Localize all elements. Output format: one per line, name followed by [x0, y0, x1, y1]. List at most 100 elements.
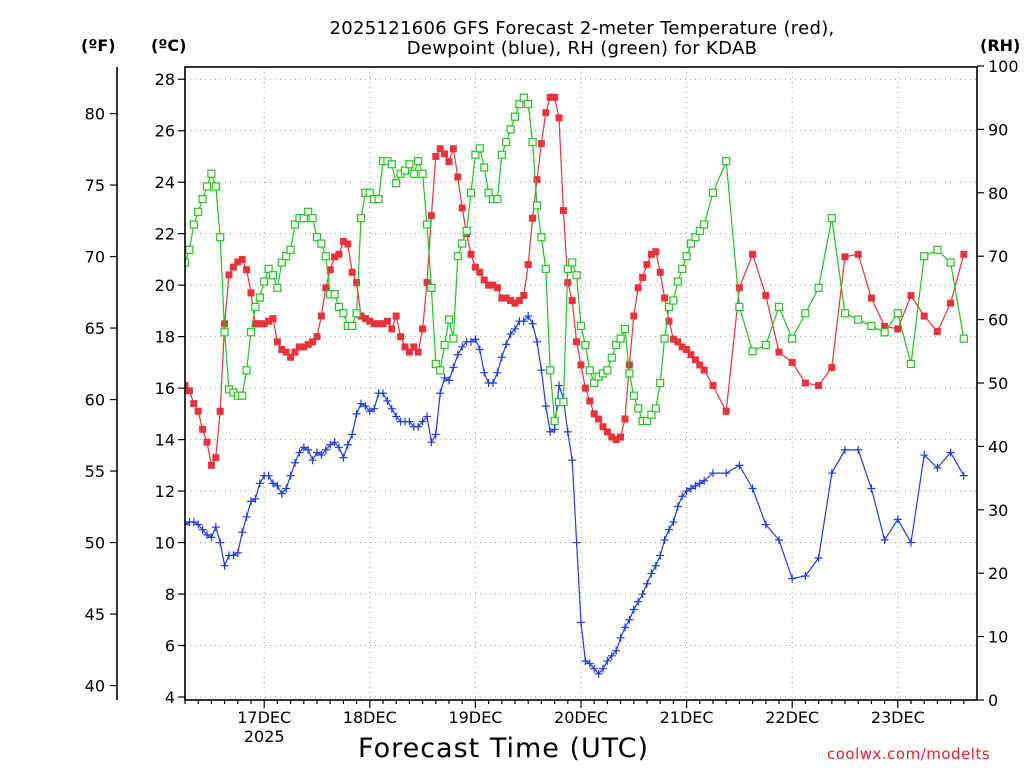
- rh-marker: [431, 359, 440, 369]
- temperature-marker: [687, 351, 695, 359]
- x-tick-label: 23DEC: [871, 708, 925, 727]
- rh-marker: [616, 334, 625, 343]
- temperature-marker: [498, 294, 506, 302]
- dewpoint-marker: [269, 479, 277, 488]
- series-layer: [185, 93, 968, 678]
- rh-marker: [484, 188, 493, 197]
- rh-marker: [458, 239, 467, 248]
- dewpoint-marker: [295, 448, 304, 457]
- temperature-marker: [537, 140, 545, 148]
- dewpoint-marker: [335, 443, 343, 452]
- rh-tick-label: 60: [988, 311, 1008, 330]
- dewpoint-marker: [599, 664, 607, 673]
- celsius-tick-label: 18: [155, 328, 175, 347]
- dewpoint-marker: [242, 512, 251, 521]
- dewpoint-marker: [528, 319, 537, 328]
- rh-marker: [682, 252, 691, 261]
- dewpoint-marker: [814, 554, 823, 563]
- temperature-marker: [515, 297, 523, 305]
- dewpoint-marker: [277, 489, 286, 498]
- rh-marker: [352, 309, 361, 318]
- chart-title-line2: Dewpoint (blue), RH (green) for KDAB: [406, 38, 758, 59]
- series-temperature: [185, 93, 968, 469]
- dewpoint-marker: [370, 404, 379, 413]
- fahrenheit-tick-label: 40: [85, 677, 105, 696]
- rh-marker: [686, 239, 696, 248]
- dewpoint-marker: [387, 404, 396, 413]
- rh-marker: [607, 353, 616, 362]
- rh-tick-label: 100: [988, 57, 1019, 76]
- rh-marker: [506, 125, 515, 134]
- temperature-marker: [546, 93, 554, 101]
- rh-marker: [581, 340, 590, 350]
- dewpoint-marker: [216, 538, 225, 547]
- dewpoint-marker: [537, 366, 546, 375]
- dewpoint-marker: [449, 363, 458, 372]
- temperature-marker: [775, 348, 783, 356]
- temperature-marker: [595, 415, 603, 423]
- dewpoint-marker: [458, 342, 467, 351]
- temperature-marker: [326, 266, 334, 274]
- dewpoint-marker: [959, 471, 968, 480]
- dewpoint-marker: [893, 515, 902, 524]
- rh-marker: [634, 404, 643, 413]
- temperature-marker: [243, 266, 251, 274]
- temperature-marker: [287, 353, 295, 361]
- rh-marker: [304, 207, 313, 216]
- rh-marker: [251, 302, 260, 312]
- dewpoint-marker: [185, 520, 189, 529]
- rh-marker: [440, 340, 449, 350]
- dewpoint-marker: [555, 381, 563, 390]
- dewpoint-marker: [198, 525, 207, 534]
- fahrenheit-tick-label: 50: [85, 534, 105, 553]
- rh-marker: [660, 334, 669, 343]
- temperature-marker: [573, 338, 581, 346]
- rh-marker: [814, 283, 823, 292]
- dewpoint-marker: [418, 417, 427, 426]
- dewpoint-marker: [533, 337, 541, 346]
- rh-marker: [933, 245, 942, 254]
- dewpoint-marker: [357, 399, 365, 408]
- temperature-marker: [278, 346, 286, 354]
- dewpoint-marker: [189, 517, 198, 526]
- rh-tick-label: 40: [988, 437, 1008, 456]
- temperature-marker: [533, 176, 541, 184]
- rh-marker: [678, 264, 687, 273]
- temperature-marker: [234, 258, 242, 266]
- temperature-marker: [828, 364, 836, 372]
- temperature-marker: [295, 343, 303, 351]
- temperature-marker: [881, 322, 889, 330]
- temperature-marker: [300, 343, 308, 351]
- temperature-marker: [669, 335, 677, 343]
- rh-marker: [502, 137, 511, 147]
- rh-marker: [374, 195, 383, 204]
- fahrenheit-tick-label: 70: [85, 248, 105, 267]
- dewpoint-marker: [431, 430, 440, 439]
- rh-marker: [774, 302, 784, 312]
- credit-link[interactable]: coolwx.com/modelts: [827, 745, 991, 763]
- dewpoint-marker: [233, 548, 242, 557]
- temperature-marker: [216, 407, 224, 415]
- temperature-marker: [229, 263, 237, 271]
- rh-marker: [387, 160, 396, 169]
- rh-marker: [880, 328, 889, 337]
- dewpoint-marker: [489, 378, 497, 387]
- dewpoint-marker: [748, 484, 757, 493]
- temperature-marker: [617, 433, 625, 441]
- temperature-marker: [612, 436, 620, 444]
- rh-marker: [827, 214, 836, 223]
- dewpoint-marker: [194, 520, 203, 529]
- x-tick-label: 19DEC: [448, 708, 502, 727]
- temperature-marker: [427, 212, 435, 220]
- dewpoint-marker: [467, 337, 475, 346]
- temperature-marker: [190, 400, 198, 408]
- temperature-marker: [590, 410, 598, 418]
- temperature-marker: [691, 356, 699, 364]
- rh-marker: [906, 359, 916, 369]
- dewpoint-marker: [392, 412, 401, 421]
- temperature-marker: [749, 250, 757, 258]
- dewpoint-marker: [660, 535, 669, 544]
- temperature-marker: [269, 315, 277, 323]
- dewpoint-marker: [841, 445, 849, 454]
- dewpoint-marker: [638, 590, 647, 599]
